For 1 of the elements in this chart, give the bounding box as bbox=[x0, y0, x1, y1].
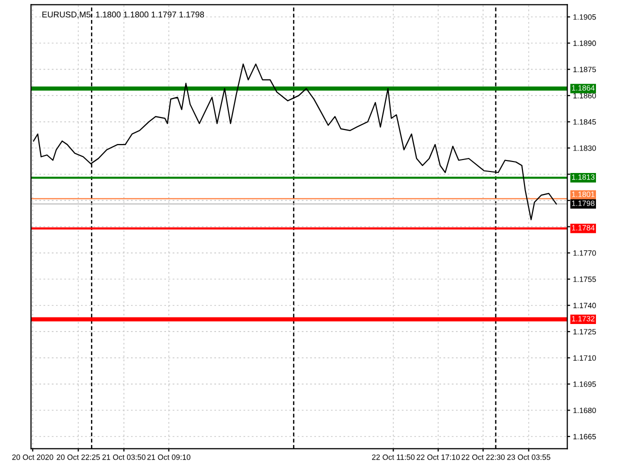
text: EURUSD,M5 1.1800 1.1800 1.1797 1.1798 bbox=[42, 12, 204, 18]
